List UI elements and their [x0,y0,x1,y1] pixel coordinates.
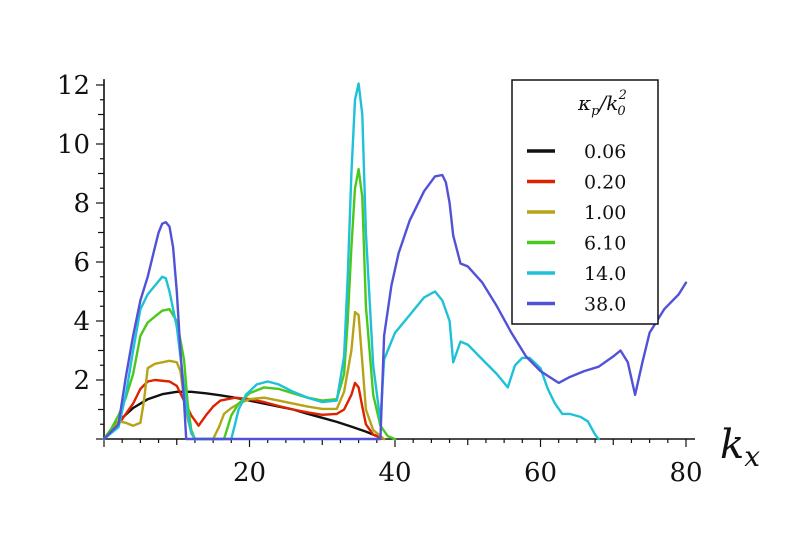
axes: 20 40 60 80 2 4 6 8 10 12 [57,71,703,488]
legend-label-0: 0.06 [584,141,626,163]
legend-entries: 0.06 0.20 1.00 6.10 14.0 38.0 [527,141,626,316]
y-tick-label: 2 [73,366,90,396]
y-tick-label: 4 [73,307,90,337]
x-axis-title: kx [720,422,760,473]
legend-label-1: 0.20 [584,172,626,194]
legend-label-3: 6.10 [584,233,626,255]
legend-label-2: 1.00 [584,202,626,224]
y-tick-label: 10 [57,130,90,160]
series-line-3 [102,167,397,441]
legend: κp/k02 0.06 0.20 1.00 6.10 14.0 38.0 [511,79,659,325]
x-tick-label: 60 [524,458,557,488]
series-line-5 [102,173,688,441]
legend-title: κp/k02 [577,88,627,119]
x-tick-label: 20 [233,458,266,488]
legend-label-5: 38.0 [584,294,626,316]
x-tick-label: 80 [669,458,702,488]
series-line-4 [102,82,600,441]
y-tick-label: 12 [57,71,90,101]
plot-lines [102,82,688,441]
x-tick-label: 40 [378,458,411,488]
legend-label-4: 14.0 [584,263,626,285]
y-tick-label: 6 [73,248,90,278]
series-line-1 [102,378,386,441]
y-tick-label: 8 [73,189,90,219]
series-line-2 [102,310,386,441]
legend-box [511,79,659,325]
